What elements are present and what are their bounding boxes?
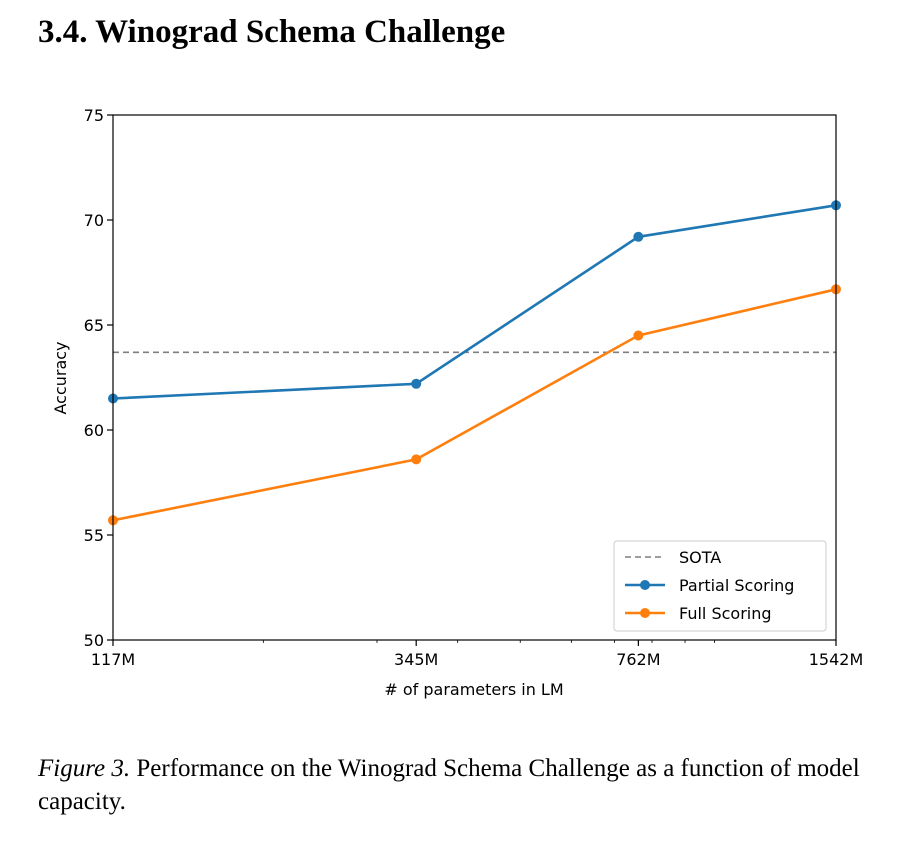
legend-label: SOTA (679, 548, 721, 567)
legend-item-full-scoring: Full Scoring (625, 604, 772, 623)
y-axis-ticks: 50 55 60 65 70 75 (84, 106, 113, 650)
x-tick-label: 762M (616, 650, 660, 669)
legend-item-partial-scoring: Partial Scoring (625, 576, 794, 595)
x-axis-ticks: 117M 345M 762M 1542M (91, 640, 863, 669)
x-tick-label: 117M (91, 650, 135, 669)
x-tick-label: 1542M (809, 650, 864, 669)
y-tick-label: 70 (84, 211, 104, 230)
plot-frame (112, 114, 837, 641)
section-title: 3.4. Winograd Schema Challenge (38, 14, 506, 50)
series-lines (112, 204, 837, 522)
legend-marker (640, 608, 650, 618)
y-axis-label: Accuracy (51, 341, 70, 414)
figure-caption: Figure 3. Performance on the Winograd Sc… (38, 752, 888, 818)
legend-item-sota: SOTA (625, 548, 721, 567)
figure-label: Figure 3. (38, 755, 131, 782)
legend-marker (640, 580, 650, 590)
partial-scoring-point (411, 378, 422, 389)
legend: SOTA Partial Scoring Full Scoring (613, 540, 827, 632)
legend-box (613, 540, 827, 632)
partial-scoring-line (112, 204, 837, 400)
x-axis-minor-ticks (262, 640, 715, 643)
y-tick-label: 60 (84, 421, 104, 440)
figure-caption-text: Performance on the Winograd Schema Chall… (38, 755, 860, 815)
legend-label: Partial Scoring (679, 576, 794, 595)
y-tick-label: 75 (84, 106, 104, 125)
partial-scoring-point (633, 231, 644, 242)
series-points (108, 200, 841, 526)
y-tick-label: 65 (84, 316, 104, 335)
x-axis-label: # of parameters in LM (384, 680, 563, 699)
y-tick-label: 50 (84, 631, 104, 650)
full-scoring-point (633, 330, 644, 341)
y-tick-label: 55 (84, 526, 104, 545)
x-tick-label: 345M (394, 650, 438, 669)
full-scoring-point (411, 454, 422, 465)
full-scoring-line (112, 288, 837, 522)
legend-label: Full Scoring (679, 604, 772, 623)
